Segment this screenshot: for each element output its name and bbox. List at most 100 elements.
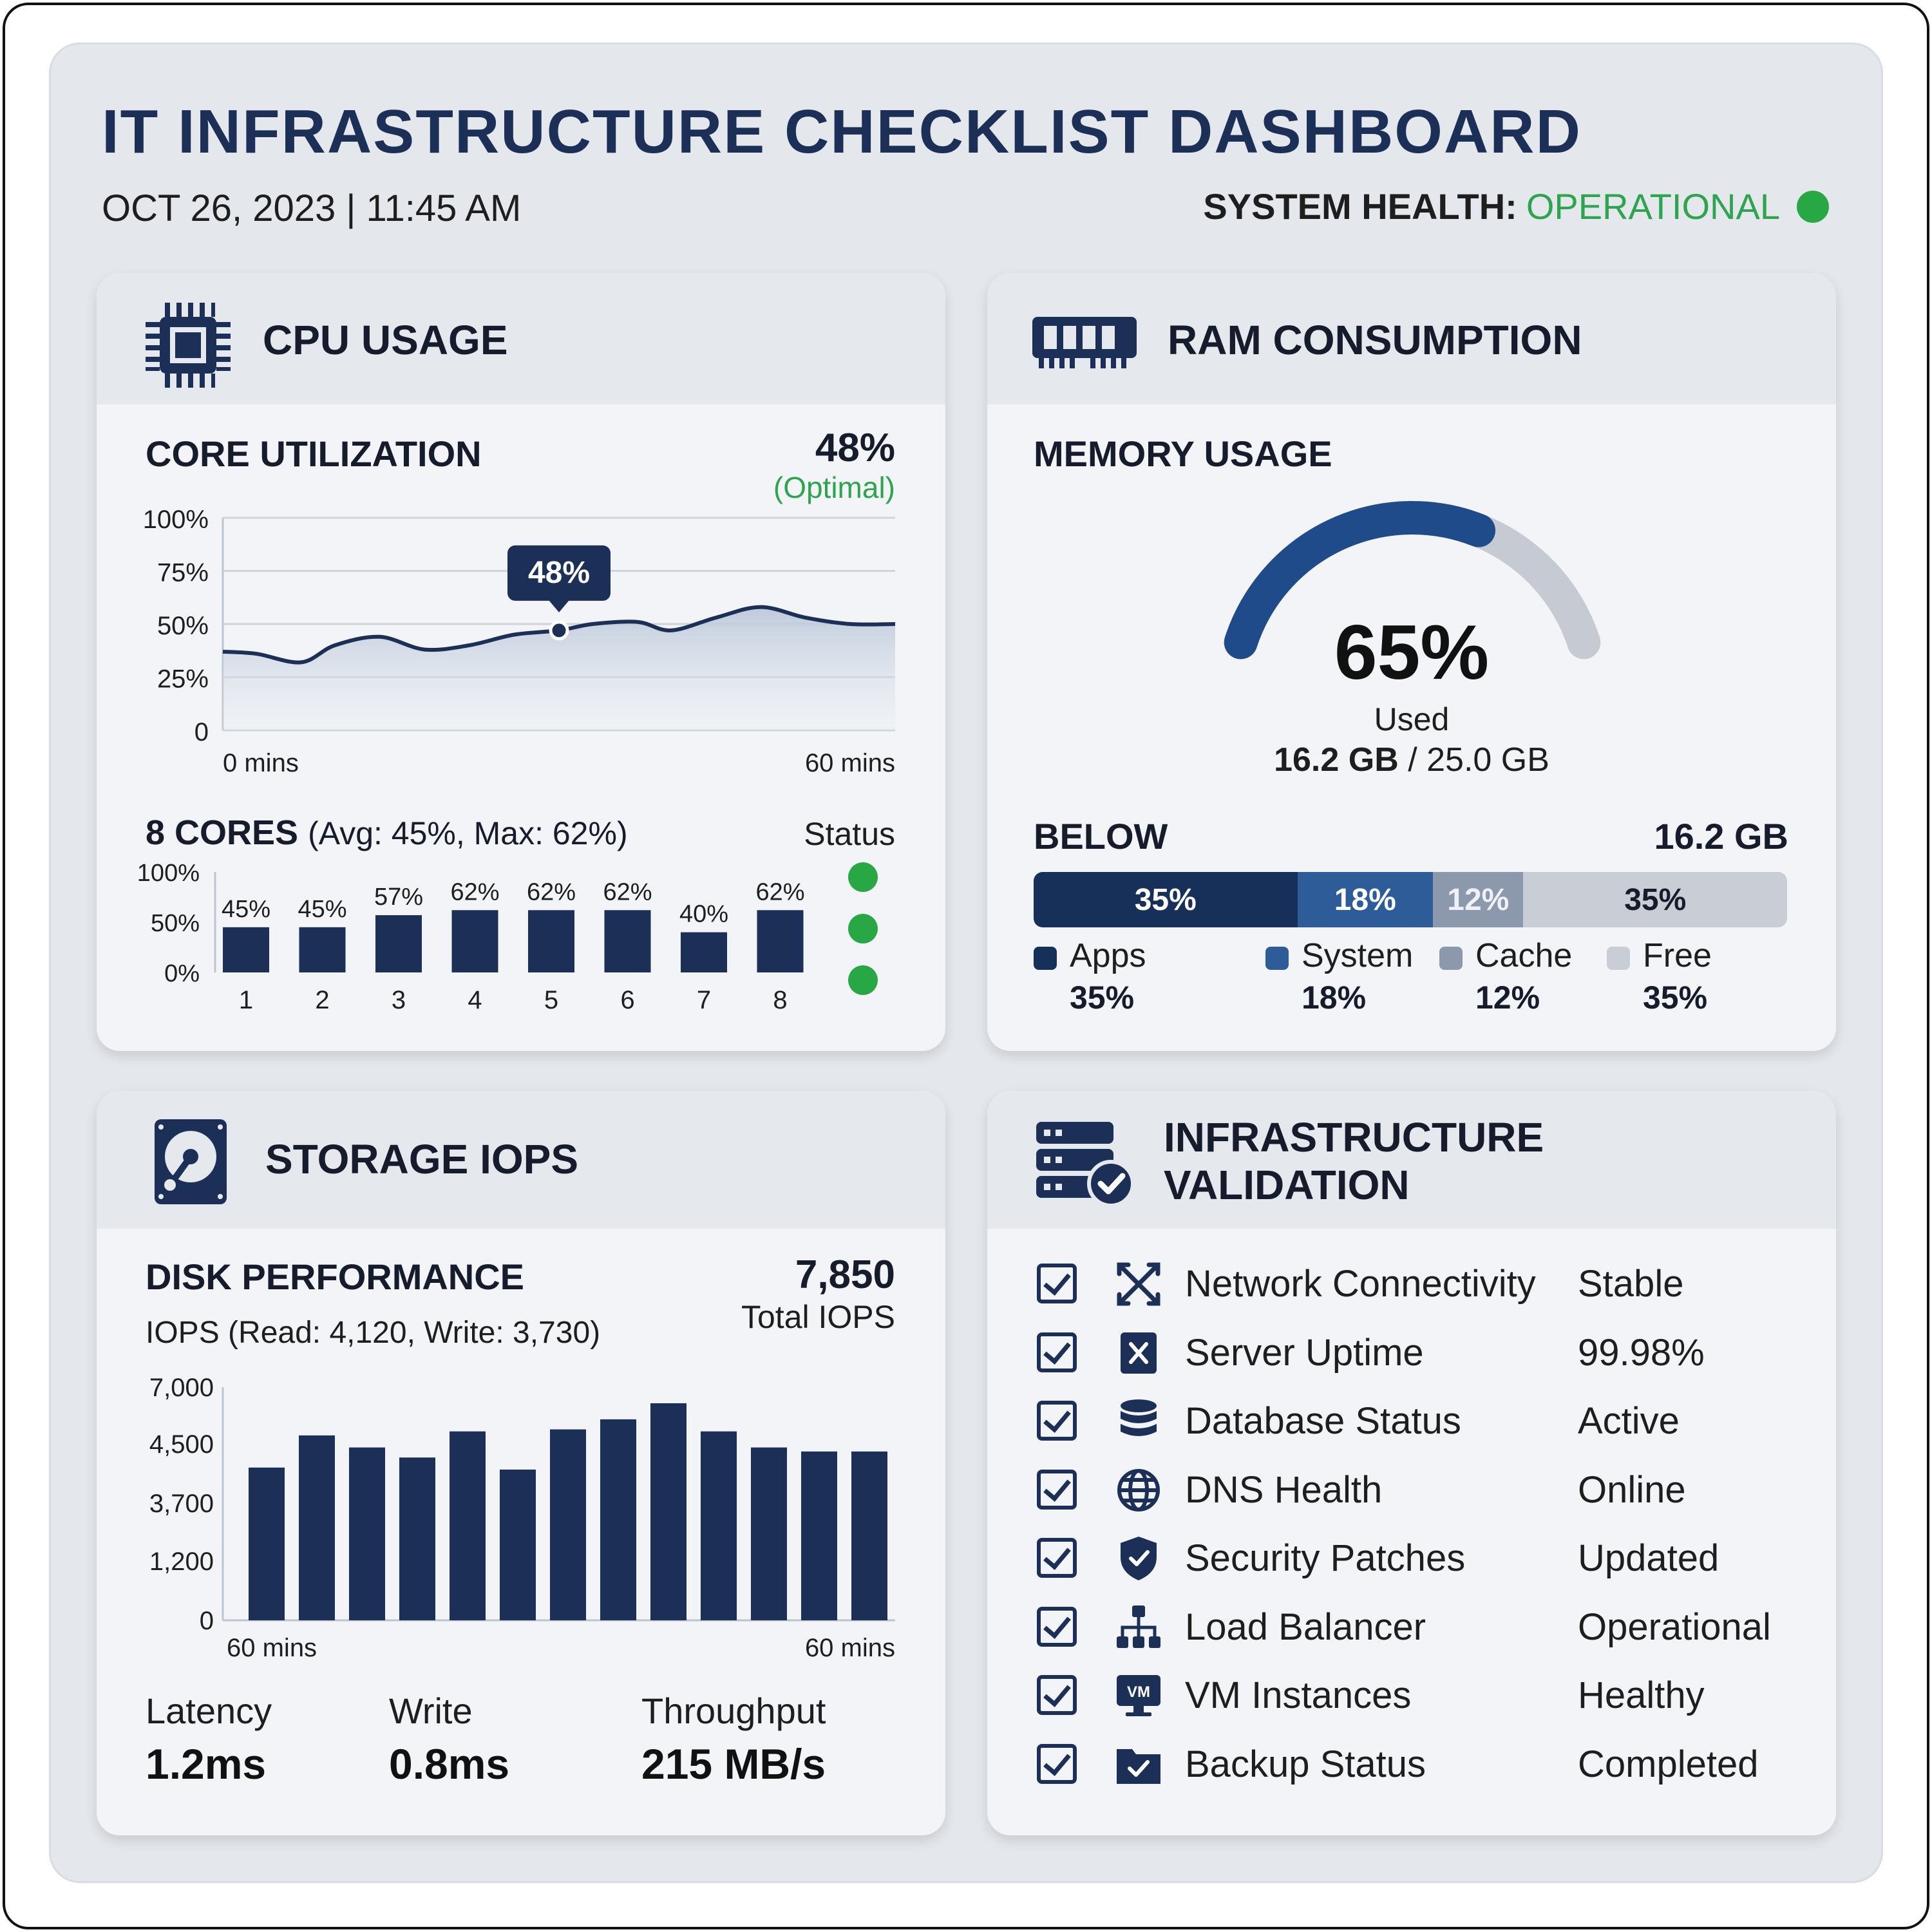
- core-x-label: 2: [315, 986, 329, 1014]
- core-bar-label: 62%: [527, 878, 576, 905]
- legend-name: Free: [1643, 937, 1712, 974]
- cores-count: 8 CORES: [146, 813, 299, 852]
- cpu-current-note: (Optimal): [773, 471, 895, 504]
- iops-y-tick: 4,500: [149, 1430, 214, 1459]
- validation-checkbox[interactable]: [1037, 1675, 1077, 1715]
- cores-heading: 8 CORES (Avg: 45%, Max: 62%): [146, 813, 628, 853]
- legend-name: Apps: [1070, 937, 1146, 974]
- iops-bar: [349, 1447, 385, 1620]
- core-bar: [375, 915, 422, 972]
- cores-y-tick: 0%: [164, 960, 200, 987]
- validation-checkbox[interactable]: [1037, 1332, 1077, 1372]
- iops-x-start: 60 mins: [227, 1634, 317, 1658]
- validation-item-status: Completed: [1578, 1743, 1759, 1785]
- core-x-label: 1: [239, 986, 253, 1014]
- cpu-highlight-pointer: [549, 600, 569, 612]
- iops-bar: [851, 1451, 887, 1620]
- memory-total-amount: / 25.0 GB: [1408, 741, 1549, 779]
- storage-metric: Throughput 215 MB/s: [641, 1690, 886, 1812]
- legend-name: Cache: [1475, 937, 1573, 974]
- server-x-icon: [1114, 1329, 1163, 1378]
- validation-row: Server Uptime 99.98%: [1037, 1329, 1810, 1380]
- memory-legend-item: System 18%: [1265, 936, 1433, 1027]
- below-value: 16.2 GB: [1654, 816, 1788, 857]
- validation-row: VM VM Instances Healthy: [1037, 1671, 1810, 1723]
- validation-item-status: Online: [1578, 1468, 1686, 1511]
- iops-y-tick: 0: [200, 1607, 214, 1635]
- memory-segment-cache: 12%: [1433, 872, 1524, 927]
- network-icon: [1114, 1260, 1163, 1309]
- date-time: OCT 26, 2023 | 11:45 AM: [102, 187, 522, 229]
- ram-card-title: RAM CONSUMPTION: [1168, 317, 1582, 363]
- legend-percent: 35%: [1643, 980, 1708, 1016]
- core-x-label: 8: [773, 986, 787, 1014]
- core-bar: [299, 927, 346, 972]
- iops-bar-chart: 7,000 4,500 3,700 1,200 0 60 mins 60 mins: [149, 1374, 895, 1658]
- core-bar: [604, 910, 651, 972]
- validation-checkbox[interactable]: [1037, 1469, 1077, 1510]
- legend-swatch: [1439, 947, 1463, 970]
- hard-disk-icon: [155, 1119, 227, 1204]
- validation-checkbox[interactable]: [1037, 1538, 1077, 1578]
- iops-detail: IOPS (Read: 4,120, Write: 3,730): [146, 1316, 601, 1350]
- cpu-card-header: [97, 273, 945, 404]
- below-label: BELOW: [1034, 816, 1168, 857]
- memory-legend-item: Free 35%: [1607, 936, 1774, 1027]
- iops-bar: [650, 1403, 687, 1620]
- storage-metric-value: 215 MB/s: [641, 1740, 826, 1788]
- memory-legend-item: Cache 12%: [1439, 936, 1607, 1027]
- memory-amount: 16.2 GB / 25.0 GB: [987, 741, 1836, 779]
- validation-card-title: INFRASTRUCTURE VALIDATION: [1164, 1114, 1544, 1209]
- memory-segment-free: 35%: [1523, 872, 1787, 927]
- cpu-area-fill: [223, 607, 895, 730]
- core-bar-label: 62%: [755, 878, 804, 905]
- cpu-highlight-label: 48%: [528, 556, 590, 590]
- core-bar: [528, 910, 574, 972]
- cpu-card-title: CPU USAGE: [263, 317, 508, 363]
- legend-name: System: [1302, 937, 1414, 974]
- shield-check-icon: [1114, 1534, 1163, 1583]
- cores-bar-chart: 100% 50% 0% 45% 1 45% 2 57% 3 62% 4 62% 5 62% 6 40% 7 62%…: [137, 860, 878, 1014]
- cpu-current-value: 48%: [815, 426, 895, 470]
- cpu-x-end: 60 mins: [805, 749, 895, 777]
- validation-item-label: DNS Health: [1185, 1468, 1383, 1511]
- iops-total: 7,850: [795, 1253, 895, 1297]
- cpu-y-tick: 0: [194, 718, 209, 746]
- validation-item-status: Healthy: [1578, 1674, 1705, 1716]
- load-balancer-icon: [1114, 1603, 1163, 1652]
- iops-y-tick: 3,700: [149, 1490, 214, 1518]
- storage-metric: Latency 1.2ms: [146, 1690, 390, 1812]
- core-x-label: 6: [620, 986, 634, 1014]
- storage-metrics: Latency 1.2ms Write 0.8ms Throughput 215 MB/s: [146, 1690, 918, 1819]
- iops-bar: [500, 1469, 536, 1620]
- iops-bar: [600, 1419, 636, 1620]
- validation-row: Network Connectivity Stable: [1037, 1260, 1810, 1311]
- cpu-y-tick: 25%: [157, 665, 209, 694]
- iops-y-tick: 7,000: [149, 1374, 214, 1402]
- core-bar-label: 57%: [374, 884, 423, 911]
- memory-legend-item: Apps 35%: [1034, 936, 1201, 1027]
- core-status-dot: [848, 862, 878, 892]
- validation-checkbox[interactable]: [1037, 1743, 1077, 1784]
- iops-total-label: Total IOPS: [741, 1299, 895, 1335]
- memory-segment-system: 18%: [1297, 872, 1434, 927]
- disk-performance-heading: DISK PERFORMANCE: [146, 1256, 525, 1297]
- validation-checkbox[interactable]: [1037, 1401, 1077, 1441]
- validation-checkbox[interactable]: [1037, 1606, 1077, 1647]
- ram-card: RAM CONSUMPTION MEMORY USAGE 65% Used 16…: [987, 273, 1836, 1051]
- core-bar: [757, 910, 804, 972]
- core-x-label: 7: [697, 986, 711, 1014]
- validation-item-label: Backup Status: [1185, 1743, 1426, 1785]
- legend-swatch: [1265, 947, 1289, 970]
- legend-percent: 12%: [1475, 980, 1540, 1016]
- cpu-card: CPU USAGE CORE UTILIZATION 48% (Optimal)…: [97, 273, 945, 1051]
- iops-bar: [249, 1467, 285, 1620]
- iops-bar: [550, 1429, 586, 1620]
- validation-row: Backup Status Completed: [1037, 1740, 1810, 1792]
- validation-checkbox[interactable]: [1037, 1264, 1077, 1303]
- validation-item-status: Updated: [1578, 1537, 1719, 1579]
- iops-bar: [801, 1451, 837, 1620]
- cpu-chip-icon: [146, 303, 231, 388]
- memory-stick-icon: [1032, 317, 1137, 368]
